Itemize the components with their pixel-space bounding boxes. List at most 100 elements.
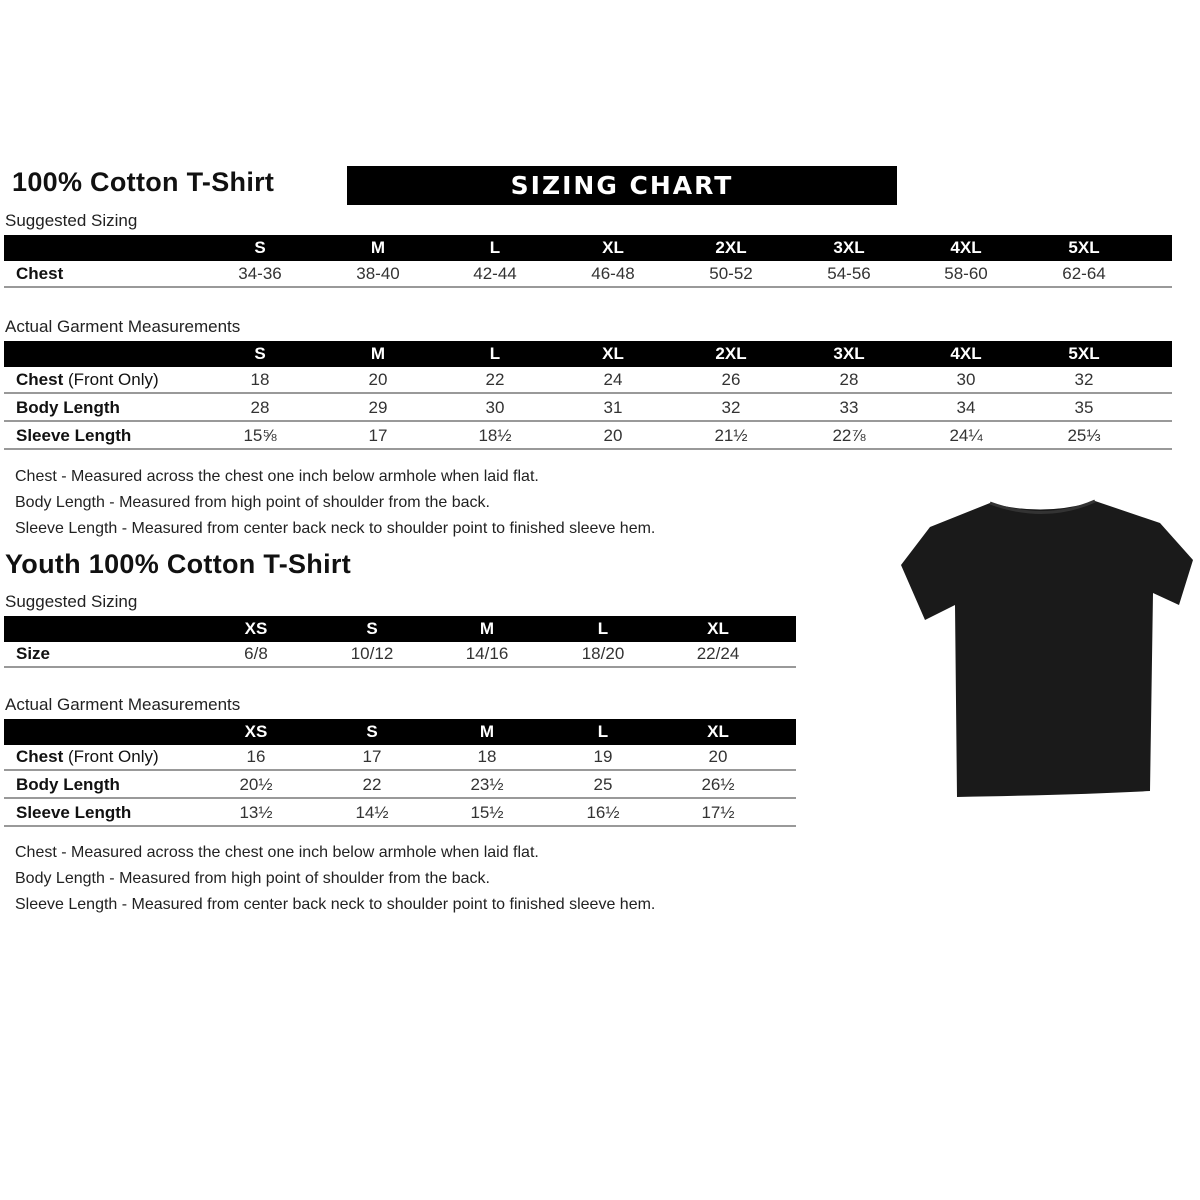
size-header-xl: XL xyxy=(707,619,729,638)
size-header-xs: XS xyxy=(244,619,268,638)
size-header-m: M xyxy=(370,238,386,257)
size-header-s: S xyxy=(366,619,378,638)
adult-note-body-length: Body Length - Measured from high point o… xyxy=(15,494,490,511)
table-cell: 38-40 xyxy=(356,264,400,283)
table-cell: 18 xyxy=(477,747,497,766)
adult-actual-label: Actual Garment Measurements xyxy=(5,317,241,336)
table-cell: 17 xyxy=(362,747,382,766)
size-header-bar: XS S M L XL xyxy=(4,616,796,642)
table-cell: 62-64 xyxy=(1062,264,1106,283)
size-header-l: L xyxy=(597,619,609,638)
size-header-s: S xyxy=(254,344,266,363)
table-cell: 20 xyxy=(368,370,388,389)
table-cell: 22/24 xyxy=(696,644,740,663)
table-cell: 42-44 xyxy=(473,264,517,283)
size-header-4xl: 4XL xyxy=(950,238,982,257)
size-header-m: M xyxy=(479,722,495,741)
row-label: Body Length xyxy=(16,775,120,795)
size-header-xl: XL xyxy=(602,238,624,257)
row-label-text: Size xyxy=(16,644,51,663)
table-cell: 22 xyxy=(485,370,505,389)
row-divider xyxy=(4,797,796,799)
table-cell: 20 xyxy=(603,426,623,445)
table-cell: 25 xyxy=(593,775,613,794)
table-cell: 25⅓ xyxy=(1067,426,1101,445)
table-cell: 34 xyxy=(956,398,976,417)
size-header-l: L xyxy=(489,344,501,363)
row-label: Body Length xyxy=(16,398,120,418)
table-cell: 50-52 xyxy=(709,264,753,283)
size-header-s: S xyxy=(366,722,378,741)
black-t-shirt-image xyxy=(901,499,1193,797)
size-header-xl: XL xyxy=(707,722,729,741)
table-cell: 18½ xyxy=(478,426,512,445)
table-cell: 18/20 xyxy=(581,644,625,663)
row-label: Size xyxy=(16,644,50,664)
adult-suggested-label: Suggested Sizing xyxy=(5,211,138,230)
size-header-m: M xyxy=(479,619,495,638)
table-cell: 24¼ xyxy=(949,426,983,445)
row-label: Sleeve Length xyxy=(16,803,131,823)
size-header-s: S xyxy=(254,238,266,257)
table-cell: 17½ xyxy=(701,803,735,822)
size-header-2xl: 2XL xyxy=(715,344,747,363)
row-divider xyxy=(4,448,1172,450)
table-cell: 16 xyxy=(246,747,266,766)
row-label: Sleeve Length xyxy=(16,426,131,446)
table-cell: 23½ xyxy=(470,775,504,794)
table-cell: 15⅝ xyxy=(243,426,277,445)
table-cell: 20½ xyxy=(239,775,273,794)
table-cell: 28 xyxy=(250,398,270,417)
youth-note-body-length: Body Length - Measured from high point o… xyxy=(15,870,490,887)
table-cell: 14½ xyxy=(355,803,389,822)
row-label: Chest (Front Only) xyxy=(16,370,159,390)
size-header-5xl: 5XL xyxy=(1068,344,1100,363)
table-cell: 14/16 xyxy=(465,644,509,663)
table-cell: 30 xyxy=(956,370,976,389)
table-cell: 46-48 xyxy=(591,264,635,283)
row-label-text: Sleeve Length xyxy=(16,803,132,822)
table-cell: 58-60 xyxy=(944,264,988,283)
table-cell: 28 xyxy=(839,370,859,389)
table-cell: 10/12 xyxy=(350,644,394,663)
row-label-text: Sleeve Length xyxy=(16,426,132,445)
size-header-3xl: 3XL xyxy=(833,344,865,363)
youth-note-sleeve-length: Sleeve Length - Measured from center bac… xyxy=(15,896,656,913)
size-header-3xl: 3XL xyxy=(833,238,865,257)
table-cell: 26 xyxy=(721,370,741,389)
table-cell: 22 xyxy=(362,775,382,794)
table-cell: 30 xyxy=(485,398,505,417)
table-cell: 16½ xyxy=(586,803,620,822)
row-label-text: Chest xyxy=(16,370,64,389)
table-cell: 31 xyxy=(603,398,623,417)
size-header-bar: S M L XL 2XL 3XL 4XL 5XL xyxy=(4,341,1172,367)
table-cell: 6/8 xyxy=(244,644,268,663)
row-label-extra: (Front Only) xyxy=(63,747,159,766)
adult-title: 100% Cotton T-Shirt xyxy=(12,167,275,197)
row-divider xyxy=(4,825,796,827)
row-divider xyxy=(4,420,1172,422)
row-label-text: Chest xyxy=(16,264,64,283)
row-label-text: Body Length xyxy=(16,775,120,794)
table-cell: 29 xyxy=(368,398,388,417)
table-cell: 26½ xyxy=(701,775,735,794)
row-divider xyxy=(4,286,1172,288)
row-label: Chest (Front Only) xyxy=(16,747,159,767)
size-header-m: M xyxy=(370,344,386,363)
table-cell: 22⅞ xyxy=(832,426,866,445)
youth-note-chest: Chest - Measured across the chest one in… xyxy=(15,844,539,861)
adult-note-chest: Chest - Measured across the chest one in… xyxy=(15,468,539,485)
size-header-5xl: 5XL xyxy=(1068,238,1100,257)
youth-title: Youth 100% Cotton T-Shirt xyxy=(5,549,351,579)
table-cell: 18 xyxy=(250,370,270,389)
sizing-chart-banner: SIZING CHART xyxy=(347,166,897,205)
table-cell: 19 xyxy=(593,747,613,766)
table-cell: 32 xyxy=(1074,370,1094,389)
size-header-xl: XL xyxy=(602,344,624,363)
youth-actual-label: Actual Garment Measurements xyxy=(5,695,241,714)
row-label-text: Chest xyxy=(16,747,64,766)
row-label: Chest xyxy=(16,264,63,284)
table-cell: 17 xyxy=(368,426,388,445)
size-header-l: L xyxy=(597,722,609,741)
youth-suggested-label: Suggested Sizing xyxy=(5,592,138,611)
